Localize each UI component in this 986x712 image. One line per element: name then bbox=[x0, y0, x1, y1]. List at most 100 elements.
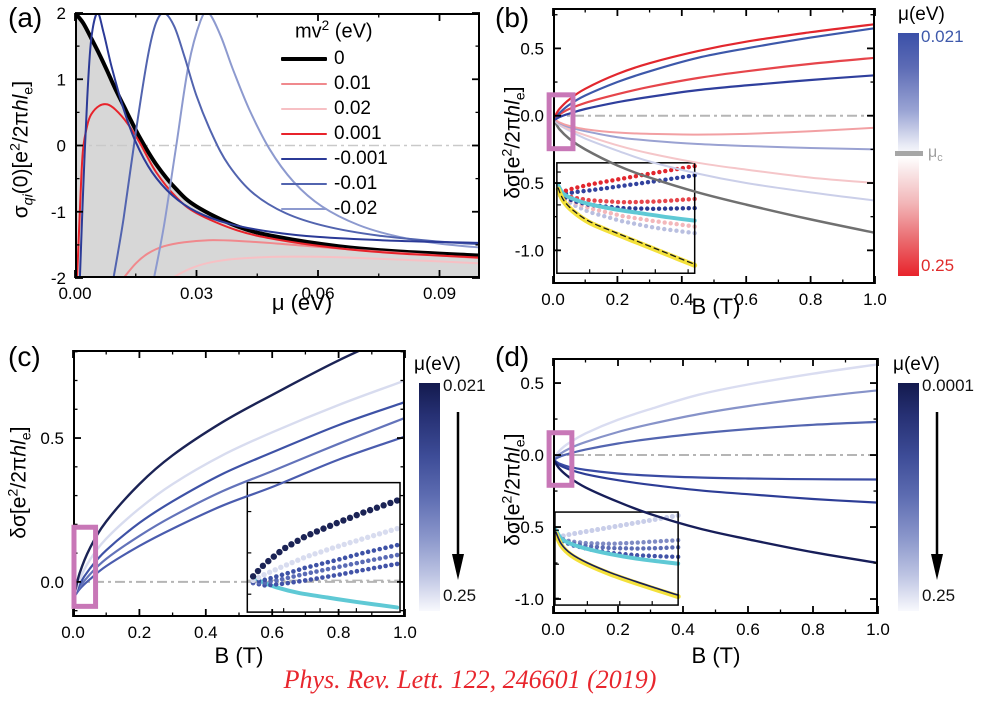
curve-red2-dotted bbox=[592, 198, 597, 203]
axis-ticks: 0.0 0.2 0.4 0.6 0.8 1.0 0.5 0.0 bbox=[40, 350, 417, 642]
curve-med1-dotted bbox=[606, 541, 612, 546]
colorbar-c-title: μ(eV) bbox=[414, 354, 461, 375]
legend-line-swatch bbox=[281, 208, 327, 211]
curve-darkest-dotted bbox=[259, 562, 267, 570]
curve-blue-4-dotted bbox=[285, 575, 291, 581]
colorbar-b-bottom-label: 0.25 bbox=[921, 256, 955, 275]
legend-item-label: -0.02 bbox=[334, 198, 378, 220]
svg-text:-1.0: -1.0 bbox=[515, 590, 544, 609]
curve-blue-5-dotted bbox=[366, 566, 371, 572]
svg-text:0.0: 0.0 bbox=[61, 623, 85, 642]
curve-lightpink bbox=[553, 118, 875, 184]
curve-med2-dotted bbox=[623, 546, 629, 551]
legend-line-swatch bbox=[281, 108, 327, 111]
plot-frame bbox=[553, 358, 878, 614]
svg-text:-1: -1 bbox=[51, 203, 66, 222]
legend-item-label: 0.02 bbox=[334, 98, 371, 120]
curve-lightest-dotted bbox=[318, 549, 324, 555]
curve-pink-dotted bbox=[674, 221, 679, 227]
curve-cyan bbox=[251, 574, 400, 610]
curve-darkest-navy bbox=[553, 460, 878, 565]
curve-blue-4-dotted bbox=[337, 564, 342, 570]
legend-line-swatch bbox=[281, 133, 327, 136]
curve-red1-dotted bbox=[633, 174, 639, 179]
curve-pink-dotted bbox=[608, 211, 614, 216]
curve-blue-4-dotted bbox=[360, 559, 365, 565]
curve-blue-4-dotted bbox=[383, 555, 388, 560]
curve-med2-dotted bbox=[629, 546, 634, 551]
curve-blue1 bbox=[553, 27, 875, 121]
curve-blue-4-dotted bbox=[366, 558, 371, 564]
curve-med2-dotted bbox=[635, 546, 640, 551]
svg-text:0.6: 0.6 bbox=[734, 290, 758, 309]
curve-navy2-dotted bbox=[639, 206, 644, 211]
curve-light-dotted bbox=[652, 516, 658, 522]
curve-darkest-dotted bbox=[294, 537, 301, 545]
curve-red1-dotted bbox=[651, 170, 656, 176]
curve-darkest-dotted bbox=[270, 553, 277, 560]
colorbar-d-gradient bbox=[898, 383, 919, 611]
curve-blue-5-dotted bbox=[371, 565, 377, 571]
curve-light-dotted bbox=[572, 531, 578, 537]
svg-text:0.8: 0.8 bbox=[801, 620, 825, 639]
curve-navy1-dotted bbox=[610, 185, 616, 190]
curve-darkest-dotted bbox=[254, 567, 262, 575]
svg-text:0.8: 0.8 bbox=[327, 623, 351, 642]
legend-item-label: 0 bbox=[334, 48, 345, 70]
curve-red1-dotted bbox=[668, 167, 674, 173]
curve-lavender-dotted bbox=[668, 227, 673, 233]
svg-text:0.00: 0.00 bbox=[58, 284, 91, 303]
curve-red1-dotted bbox=[569, 186, 574, 192]
curve-lightest-dotted bbox=[329, 545, 336, 551]
curve-lavender-dotted bbox=[686, 230, 691, 235]
curve-med1-dotted bbox=[647, 539, 652, 545]
curve-blue-4-dotted bbox=[377, 556, 383, 561]
svg-text:0.03: 0.03 bbox=[180, 284, 213, 303]
curve-yellow bbox=[555, 186, 698, 268]
curve-blue-4-dotted bbox=[331, 565, 337, 571]
curve-red1-dotted bbox=[592, 181, 597, 186]
curve-med1-dotted bbox=[635, 540, 640, 545]
legend-item: -0.01 bbox=[281, 172, 466, 197]
curve-red2-dotted bbox=[651, 199, 656, 204]
curve-darkest-dotted bbox=[288, 541, 295, 548]
svg-text:0.0: 0.0 bbox=[520, 446, 544, 465]
curve-lavender-dotted bbox=[590, 210, 595, 216]
curve-pink-dotted bbox=[656, 219, 661, 224]
curve-navy2-dotted bbox=[656, 206, 662, 211]
curve-blue-4-dotted bbox=[325, 566, 331, 572]
curve-blue-5-dotted bbox=[389, 562, 394, 568]
curve-red1 bbox=[553, 23, 875, 119]
curve-lightest-dotted bbox=[255, 574, 262, 581]
curve-lightest-dotted bbox=[272, 567, 278, 573]
curve-blue-4-dotted bbox=[302, 571, 308, 577]
curve-med1-dotted bbox=[658, 538, 664, 544]
curve-black-dashed bbox=[557, 187, 696, 265]
curve-red2-dotted bbox=[680, 197, 686, 202]
legend-title: mv2 (eV) bbox=[295, 18, 373, 43]
curve-navy1-dotted bbox=[604, 185, 610, 191]
curve-lightest-dotted bbox=[306, 553, 312, 559]
curve-darkest-dotted bbox=[276, 548, 283, 556]
curve-navy1-dotted bbox=[569, 190, 575, 195]
curve-lavender-dotted bbox=[625, 220, 631, 225]
curve-lightest-dotted bbox=[388, 527, 394, 534]
curve-dark-blue bbox=[553, 459, 878, 504]
curve-salmon bbox=[553, 118, 875, 136]
curve-darkest-dotted bbox=[300, 534, 308, 541]
colorbar-c-bottom-label: 0.25 bbox=[443, 586, 477, 605]
curve-blue-3-dotted bbox=[389, 544, 394, 549]
panel-b-xaxis-label: B (T) bbox=[691, 294, 741, 319]
curve-navy1-dotted bbox=[581, 188, 586, 194]
curve-med3-dotted bbox=[640, 553, 646, 558]
curve-darkest-dotted bbox=[366, 506, 374, 514]
curve-blue-5-dotted bbox=[331, 573, 337, 578]
curve-med1-dotted bbox=[612, 541, 617, 546]
curve-red1-dotted bbox=[563, 188, 569, 193]
curve-blue-4-dotted bbox=[320, 568, 325, 573]
curve-navy2 bbox=[553, 74, 875, 121]
curve-blue-5-dotted bbox=[343, 571, 348, 576]
curve-blue-3-dotted bbox=[296, 567, 302, 573]
curve-blue-5-dotted bbox=[291, 579, 296, 585]
curve-navy1-dotted bbox=[674, 175, 680, 181]
